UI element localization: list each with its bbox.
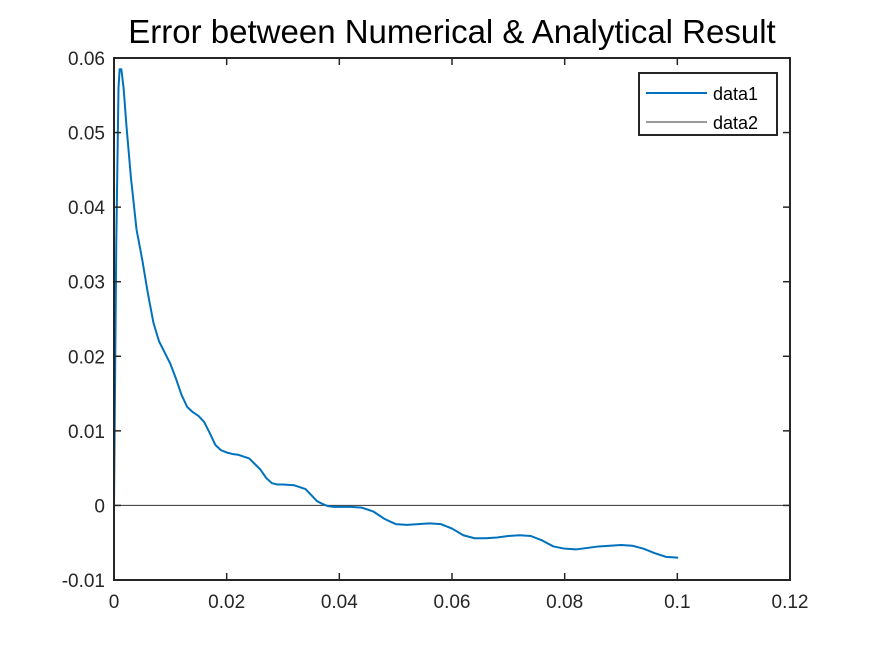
- legend-box: [638, 72, 778, 136]
- y-tick-label: 0.03: [68, 273, 105, 294]
- x-tick-label: 0.04: [321, 592, 358, 613]
- y-tick-label: 0.05: [68, 124, 105, 145]
- plot-area: [114, 58, 790, 580]
- legend-label-data1: data1: [713, 84, 758, 104]
- x-tick-label: 0.1: [664, 592, 690, 613]
- y-tick-label: -0.01: [62, 571, 105, 592]
- y-tick-label: 0.01: [68, 422, 105, 443]
- series-line-data1: [113, 68, 679, 559]
- x-tick-label: 0.12: [772, 592, 809, 613]
- y-axis-tick-labels: -0.01 0 0.01 0.02 0.03 0.04 0.05 0.06: [62, 49, 106, 592]
- x-tick-label: 0: [109, 592, 120, 613]
- y-tick-label: 0.06: [68, 49, 105, 70]
- x-axis-tick-labels: 0 0.02 0.04 0.06 0.08 0.1 0.12: [109, 592, 809, 613]
- data1-layer: [113, 68, 679, 559]
- x-tick-label: 0.02: [208, 592, 245, 613]
- x-tick-label: 0.08: [546, 592, 583, 613]
- axis-ticks: [113, 57, 791, 581]
- y-tick-label: 0: [94, 496, 105, 517]
- y-tick-label: 0.02: [68, 347, 105, 368]
- x-tick-label: 0.06: [434, 592, 471, 613]
- legend: data1 data2: [638, 72, 778, 136]
- y-tick-label: 0.04: [68, 198, 105, 219]
- chart-title: Error between Numerical & Analytical Res…: [128, 13, 775, 50]
- legend-label-data2: data2: [713, 113, 758, 133]
